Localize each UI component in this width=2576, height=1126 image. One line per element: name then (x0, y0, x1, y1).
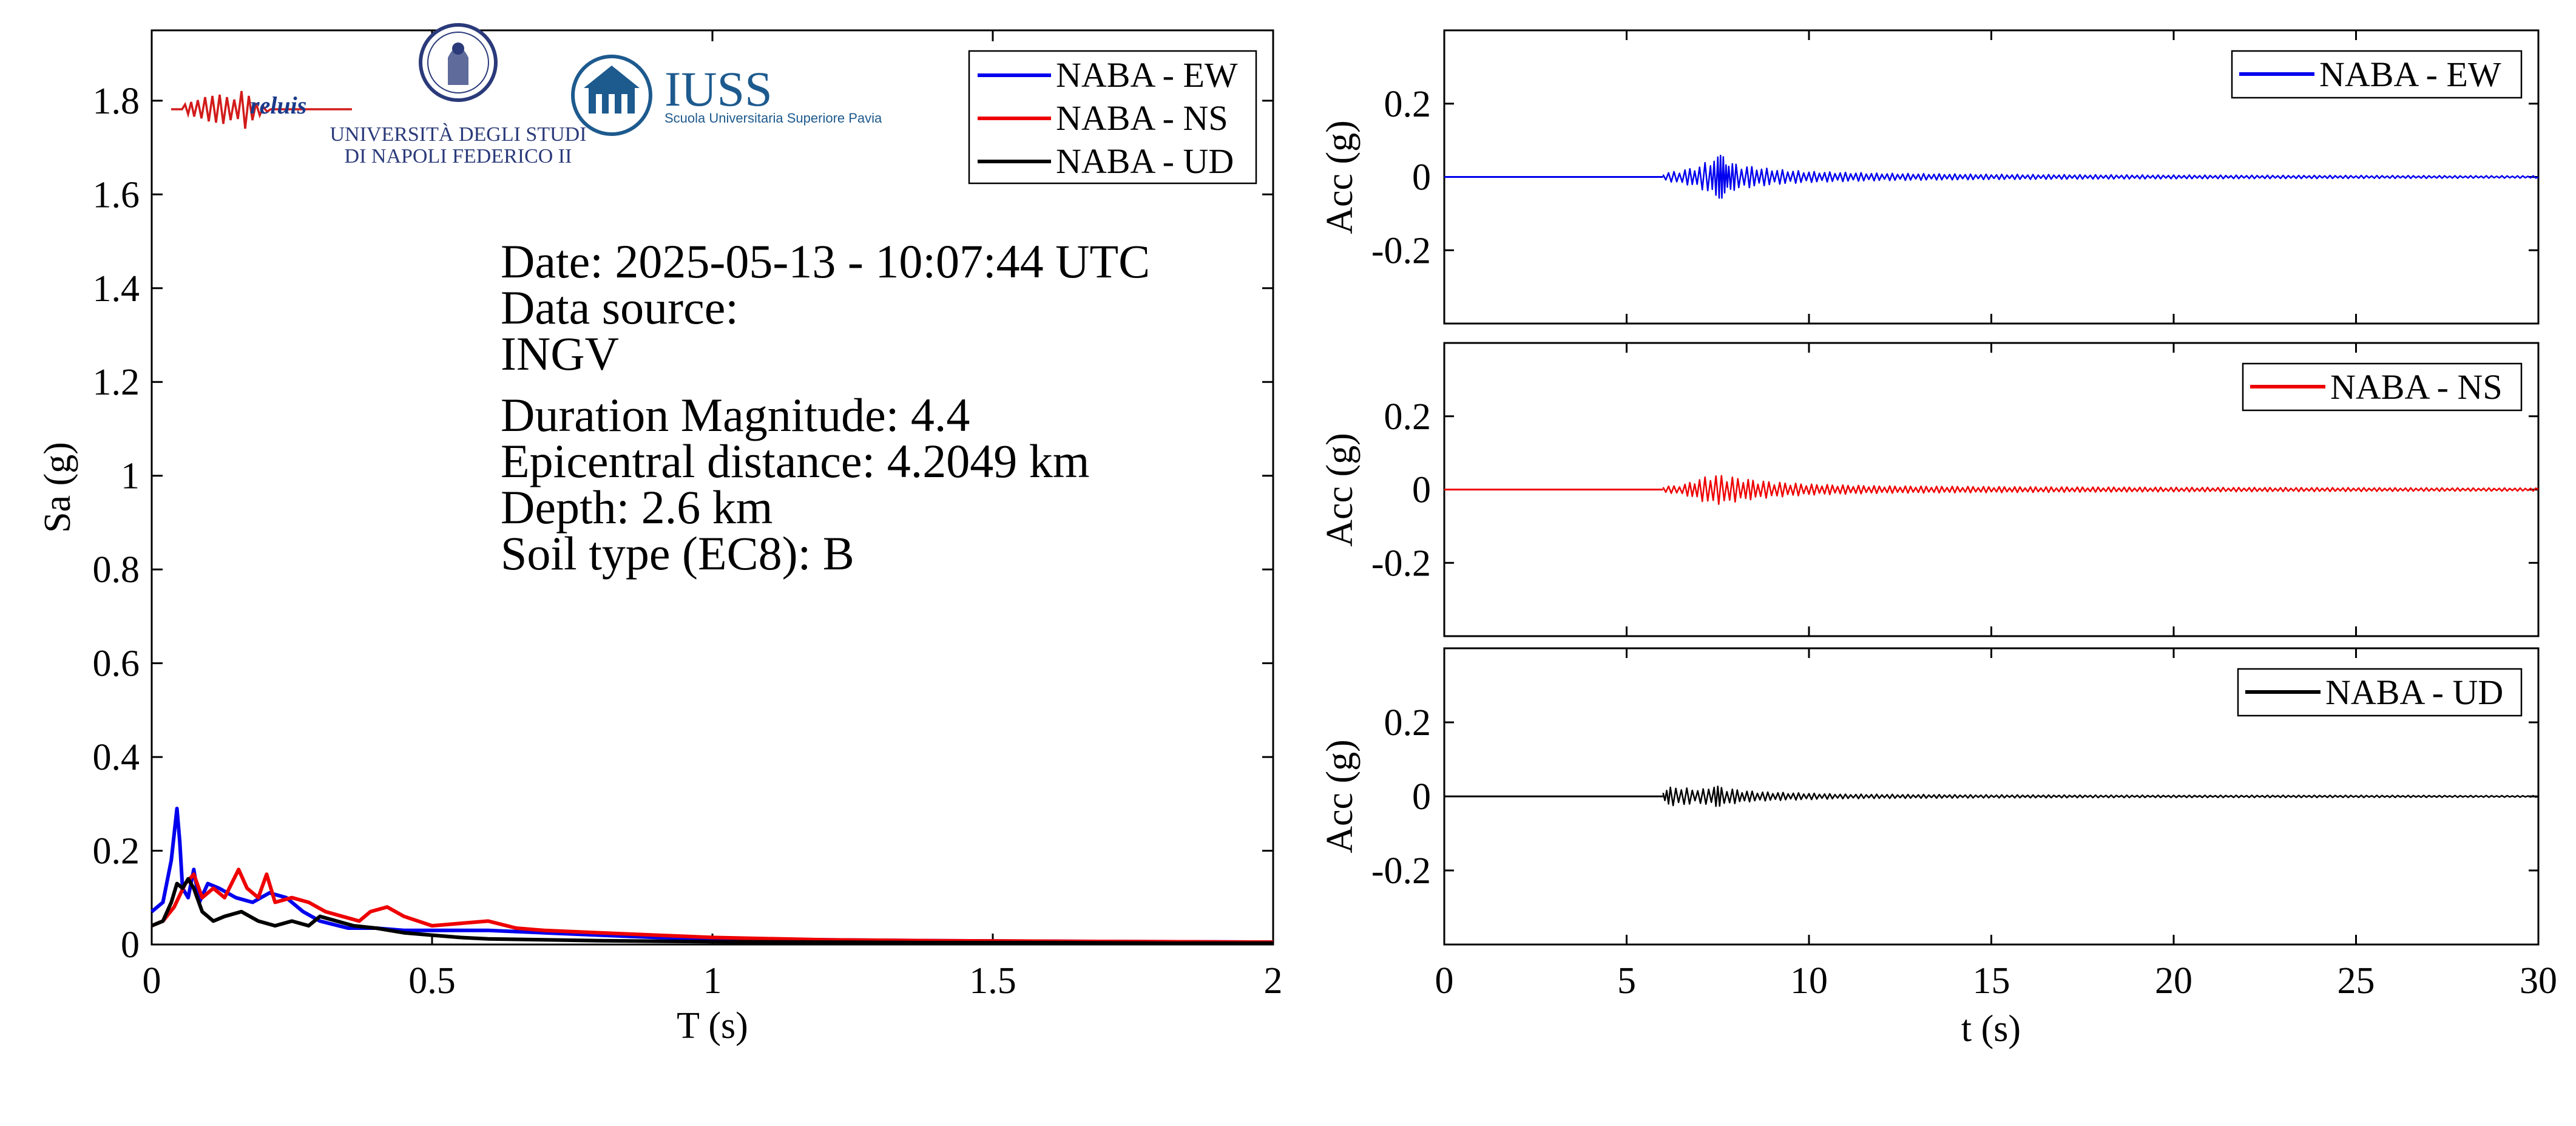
acc-trace-ew (1444, 154, 2539, 199)
unina-logo-line2: DI NAPOLI FEDERICO II (345, 145, 572, 168)
event-depth: Depth: 2.6 km (501, 481, 773, 534)
acc-y-axis-label-ew: Acc (g) (1319, 120, 1361, 234)
data-source-value: INGV (501, 327, 619, 380)
spectrum-x-tick-label: 0 (143, 960, 161, 1002)
spectrum-x-tick-label: 2 (1264, 960, 1283, 1002)
acceleration-panel-ud: -0.2 0 0.2 0 5 10 15 20 25 30 Acc (g) NABA - UD t… (1319, 647, 2557, 1050)
response-spectrum-panel: 0 0.5 1 1.5 2 0 0.2 0.4 0.6 0.8 1 1.2 1.4 1.6 1.8 T (s… (37, 29, 1283, 1046)
acc-x-tick-label: 10 (1790, 960, 1828, 1002)
unina-logo: UNIVERSITÀ DEGLI STUDI DI NAPOLI FEDERIC… (330, 23, 587, 168)
acc-y-tick-label: 0 (1412, 157, 1431, 198)
legend-label-ud: NABA - UD (1056, 141, 1234, 181)
spectrum-y-tick-label: 0 (121, 924, 140, 966)
event-magnitude: Duration Magnitude: 4.4 (501, 388, 970, 441)
acc-x-tick-label: 5 (1617, 960, 1636, 1002)
spectrum-y-tick-label: 0.8 (93, 549, 140, 591)
acc-legend-label-ew: NABA - EW (2319, 55, 2501, 94)
acc-y-tick-label: -0.2 (1371, 543, 1431, 584)
spectrum-series-ns (150, 867, 1274, 945)
acc-y-tick-label: 0.2 (1384, 84, 1432, 125)
reluis-logo-text: reluis (250, 92, 306, 119)
spectrum-y-axis-label: Sa (g) (37, 442, 78, 533)
epicentral-distance: Epicentral distance: 4.2049 km (501, 435, 1090, 487)
spectrum-y-tick-label: 0.2 (93, 831, 140, 872)
spectrum-x-tick-label: 0.5 (408, 960, 456, 1002)
spectrum-x-tick-label: 1 (703, 960, 722, 1002)
acc-series-ns (1662, 475, 2539, 505)
acc-series-ud (1662, 785, 2539, 807)
spectrum-y-tick-label: 1.4 (93, 268, 140, 310)
spectrum-y-tick-label: 1 (121, 456, 140, 497)
data-source-label: Data source: (501, 281, 739, 334)
spectrum-ticks: 0 0.5 1 1.5 2 0 0.2 0.4 0.6 0.8 1 1.2 1.4 1.6 1.8 (93, 30, 1283, 1002)
acc-y-tick-label: -0.2 (1371, 850, 1431, 892)
acc-y-tick-label: 0.2 (1384, 396, 1432, 438)
acceleration-panel-ns: -0.2 0 0.2 Acc (g) NABA - NS (1319, 342, 2540, 637)
acc-y-axis-label-ns: Acc (g) (1319, 433, 1361, 547)
iuss-logo: IUSS Scuola Universitaria Superiore Pavi… (571, 55, 882, 136)
spectrum-lines (150, 807, 1274, 945)
acc-x-tick-label: 0 (1435, 960, 1454, 1002)
acc-y-tick-label: 0 (1412, 470, 1431, 511)
legend-label-ew: NABA - EW (1056, 55, 1238, 95)
acc-legend-label-ud: NABA - UD (2325, 673, 2503, 712)
acc-ticks-ud: -0.2 0 0.2 0 5 10 15 20 25 30 (1371, 648, 2557, 1002)
acc-legend-ew: NABA - EW (2231, 50, 2523, 99)
acc-ticks-ew: -0.2 0 0.2 (1371, 30, 2540, 324)
iuss-logo-name: IUSS (664, 61, 772, 117)
acceleration-panel-ew: -0.2 0 0.2 Acc (g) NABA - EW (1319, 29, 2540, 325)
reluis-waveform-icon (171, 90, 352, 129)
spectrum-x-axis-label: T (s) (677, 1005, 748, 1046)
acc-ticks-ns: -0.2 0 0.2 (1371, 343, 2540, 636)
acc-legend-ud: NABA - UD (2237, 668, 2523, 717)
spectrum-y-tick-label: 0.4 (93, 737, 140, 778)
unina-logo-line1: UNIVERSITÀ DEGLI STUDI (330, 123, 586, 146)
acc-x-tick-label: 15 (1973, 960, 2010, 1002)
acc-y-tick-label: -0.2 (1371, 230, 1431, 271)
soil-type: Soil type (EC8): B (501, 527, 854, 580)
acc-series-ew (1662, 154, 2539, 199)
event-date: Date: 2025-05-13 - 10:07:44 UTC (501, 235, 1151, 288)
acc-trace-ns (1444, 475, 2539, 505)
acc-x-tick-label: 20 (2155, 960, 2192, 1002)
acc-trace-ud (1444, 785, 2539, 807)
spectrum-x-tick-label: 1.5 (969, 960, 1016, 1002)
acc-legend-label-ns: NABA - NS (2330, 367, 2503, 407)
iuss-logo-subtitle: Scuola Universitaria Superiore Pavia (664, 110, 882, 126)
legend-label-ns: NABA - NS (1056, 98, 1228, 138)
spectrum-series-ud (150, 877, 1273, 945)
spectrum-y-tick-label: 1.8 (93, 81, 140, 122)
spectrum-legend: NABA - EW NABA - NS NABA - UD (968, 50, 1257, 185)
acc-x-axis-label: t (s) (1961, 1008, 2021, 1050)
spectrum-y-tick-label: 1.6 (93, 174, 140, 215)
acc-x-tick-label: 25 (2338, 960, 2375, 1002)
acc-y-tick-label: 0 (1412, 776, 1431, 818)
spectrum-y-tick-label: 0.6 (93, 643, 140, 685)
acc-x-tick-label: 30 (2520, 960, 2557, 1002)
acc-legend-ns: NABA - NS (2242, 362, 2523, 412)
acc-y-tick-label: 0.2 (1384, 702, 1432, 744)
spectrum-y-tick-label: 1.2 (93, 362, 140, 403)
reluis-logo: reluis (171, 90, 352, 129)
acc-y-axis-label-ud: Acc (g) (1319, 739, 1361, 853)
